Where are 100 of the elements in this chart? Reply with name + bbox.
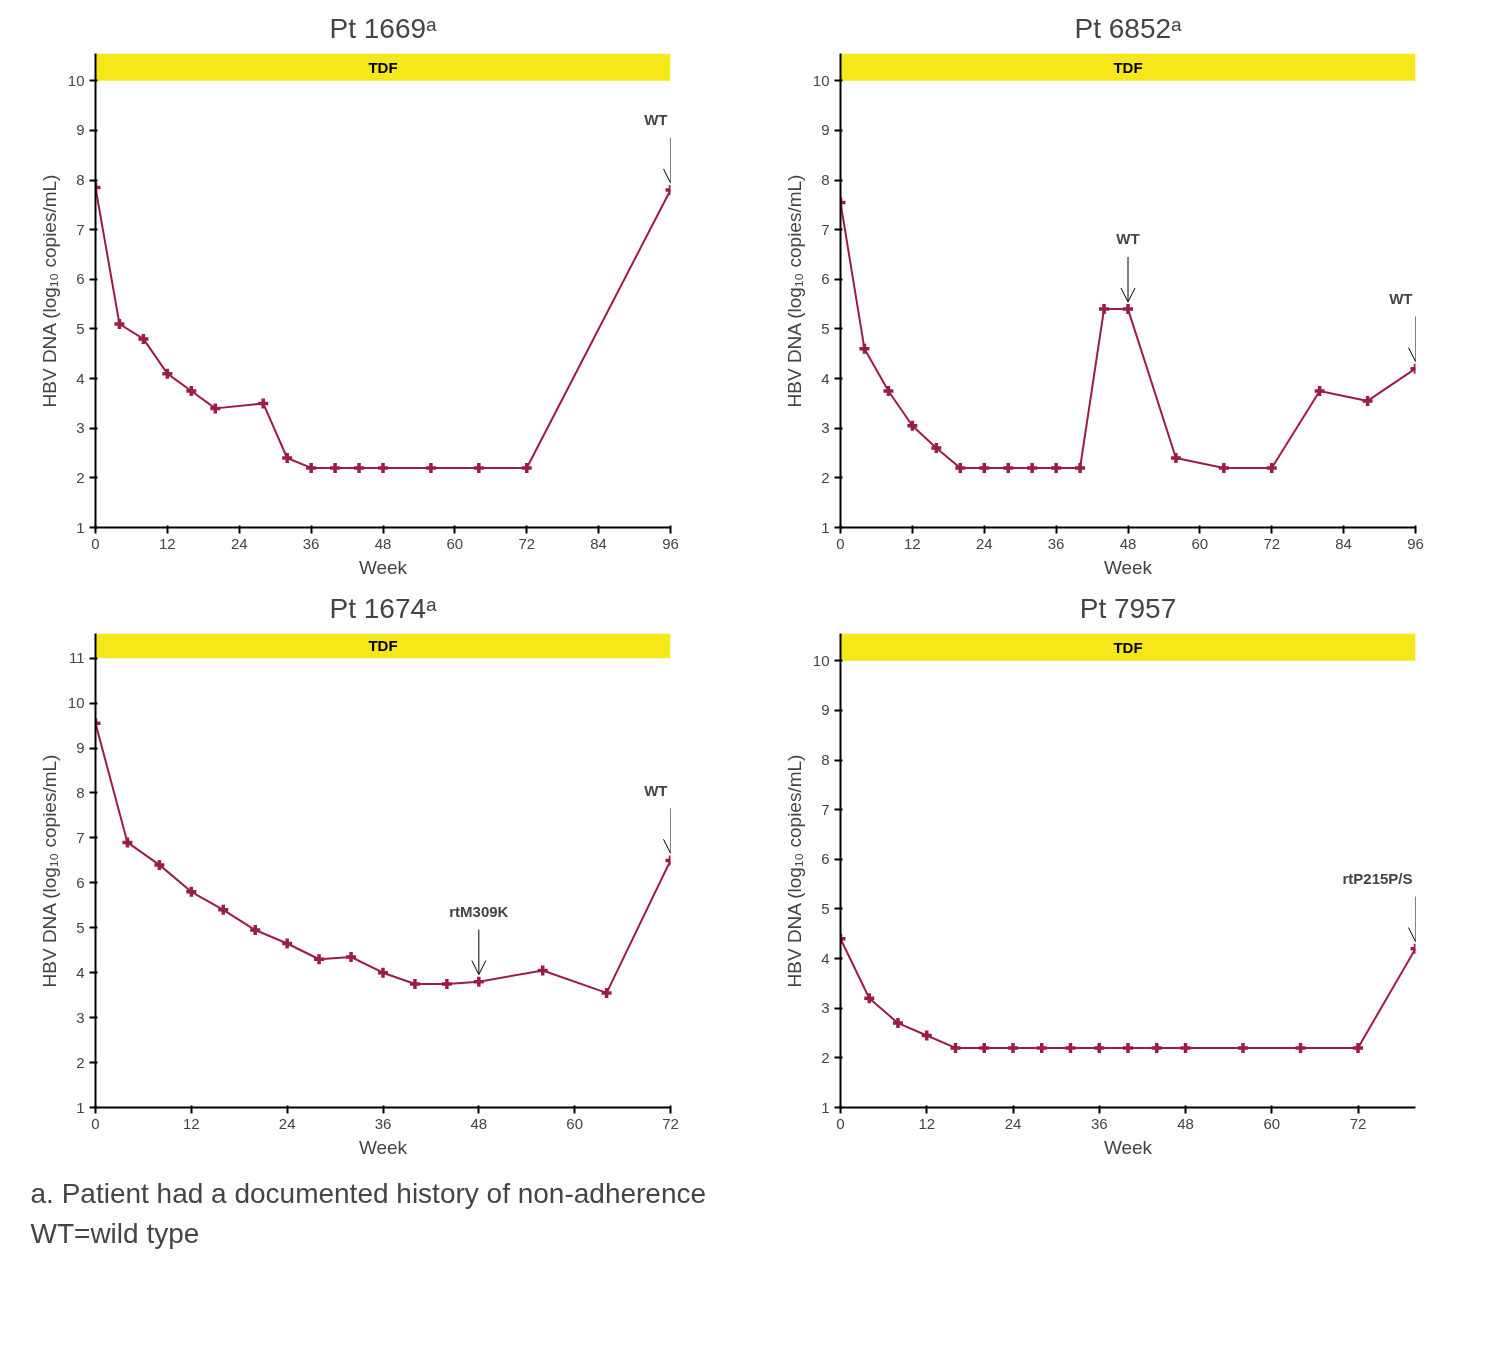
point (1006, 1041, 1020, 1055)
point (328, 461, 342, 475)
x-tick-label: 84 (590, 534, 607, 552)
y-tick-label: 9 (76, 121, 85, 139)
point (472, 461, 486, 475)
point (1001, 461, 1015, 475)
point (977, 461, 991, 475)
point (1025, 461, 1039, 475)
point (256, 396, 270, 411)
y-tick-label: 5 (76, 918, 85, 936)
point (1351, 1041, 1365, 1055)
y-tick-label: 9 (821, 701, 830, 719)
point (1121, 302, 1135, 316)
point (520, 461, 534, 475)
point (208, 401, 223, 416)
y-tick-label: 10 (812, 71, 830, 89)
y-axis-title: HBV DNA (log₁₀ copies/mL) (38, 174, 60, 408)
x-tick-label: 96 (662, 534, 679, 552)
point (344, 950, 358, 964)
y-tick-label: 7 (76, 828, 85, 846)
point (304, 461, 318, 475)
x-tick-label: 84 (1335, 534, 1352, 552)
y-tick-label: 1 (76, 1098, 85, 1116)
point (1049, 461, 1063, 475)
x-tick-label: 36 (1090, 1114, 1108, 1132)
annotation: rtP215P/S (1342, 870, 1413, 888)
x-tick-label: 24 (1004, 1114, 1022, 1132)
x-axis-title: Week (1103, 556, 1153, 578)
point (977, 1041, 991, 1055)
point (1178, 1041, 1193, 1055)
point (1150, 1041, 1164, 1055)
point (1312, 384, 1327, 398)
band-label: TDF (368, 637, 398, 655)
point (280, 936, 294, 951)
x-tick-label: 72 (1263, 534, 1281, 552)
x-tick-label: 60 (1191, 534, 1209, 552)
annotation: WT (644, 111, 668, 129)
y-tick-label: 10 (812, 651, 830, 669)
y-tick-label: 8 (76, 171, 85, 189)
x-tick-label: 0 (91, 1114, 100, 1132)
y-tick-label: 2 (821, 468, 830, 486)
band-label: TDF (368, 58, 398, 76)
y-tick-label: 7 (76, 220, 85, 238)
x-tick-label: 12 (904, 534, 921, 552)
point (1293, 1041, 1308, 1055)
point (881, 384, 896, 398)
annotation: rtM309K (449, 903, 509, 921)
point (248, 923, 262, 937)
annotation: WT (644, 781, 668, 799)
y-tick-label: 3 (821, 419, 830, 437)
y-tick-label: 3 (76, 1008, 85, 1026)
point (376, 965, 390, 980)
y-tick-label: 4 (821, 369, 830, 387)
y-tick-label: 8 (76, 784, 85, 801)
y-tick-label: 1 (821, 518, 830, 536)
y-tick-label: 1 (821, 1098, 830, 1116)
band-label: TDF (1113, 58, 1143, 76)
y-tick-label: 5 (821, 319, 830, 337)
x-tick-label: 48 (470, 1114, 488, 1132)
point (352, 461, 366, 475)
y-tick-label: 9 (76, 739, 85, 757)
chart-title: Pt 1669ᵃ (329, 12, 438, 44)
point (1169, 451, 1183, 465)
y-tick-label: 4 (76, 369, 85, 387)
point (535, 963, 550, 978)
x-tick-label: 12 (159, 534, 176, 552)
annotation: WT (1116, 230, 1140, 248)
x-tick-label: 0 (91, 534, 100, 552)
x-axis-title: Week (358, 1136, 408, 1158)
y-tick-label: 6 (76, 873, 85, 891)
y-tick-label: 2 (76, 468, 85, 486)
y-tick-label: 2 (76, 1053, 85, 1071)
text: WT=wild type (30, 1217, 200, 1249)
point (472, 974, 486, 989)
point (862, 991, 876, 1006)
y-tick-label: 10 (67, 71, 85, 89)
point (120, 835, 135, 850)
point (1217, 461, 1231, 475)
x-tick-label: 96 (1407, 534, 1424, 552)
y-tick-label: 4 (821, 949, 830, 967)
point (112, 317, 127, 331)
point (1092, 1041, 1106, 1055)
point (184, 384, 199, 398)
y-tick-label: 7 (821, 800, 830, 818)
point (440, 977, 454, 991)
x-tick-label: 72 (1349, 1114, 1367, 1132)
y-tick-label: 6 (821, 850, 830, 868)
y-tick-label: 3 (76, 419, 85, 437)
point (160, 366, 175, 381)
x-tick-label: 48 (374, 534, 392, 552)
y-tick-label: 5 (76, 319, 85, 337)
y-tick-label: 8 (821, 751, 830, 769)
y-tick-label: 6 (821, 270, 830, 288)
chart-title: Pt 7957 (1079, 592, 1177, 624)
point (312, 952, 326, 966)
point (136, 332, 151, 346)
band-label: TDF (1113, 638, 1143, 656)
x-tick-label: 0 (836, 1114, 845, 1132)
chart-title: Pt 1674ᵃ (329, 592, 438, 624)
point (408, 977, 422, 991)
